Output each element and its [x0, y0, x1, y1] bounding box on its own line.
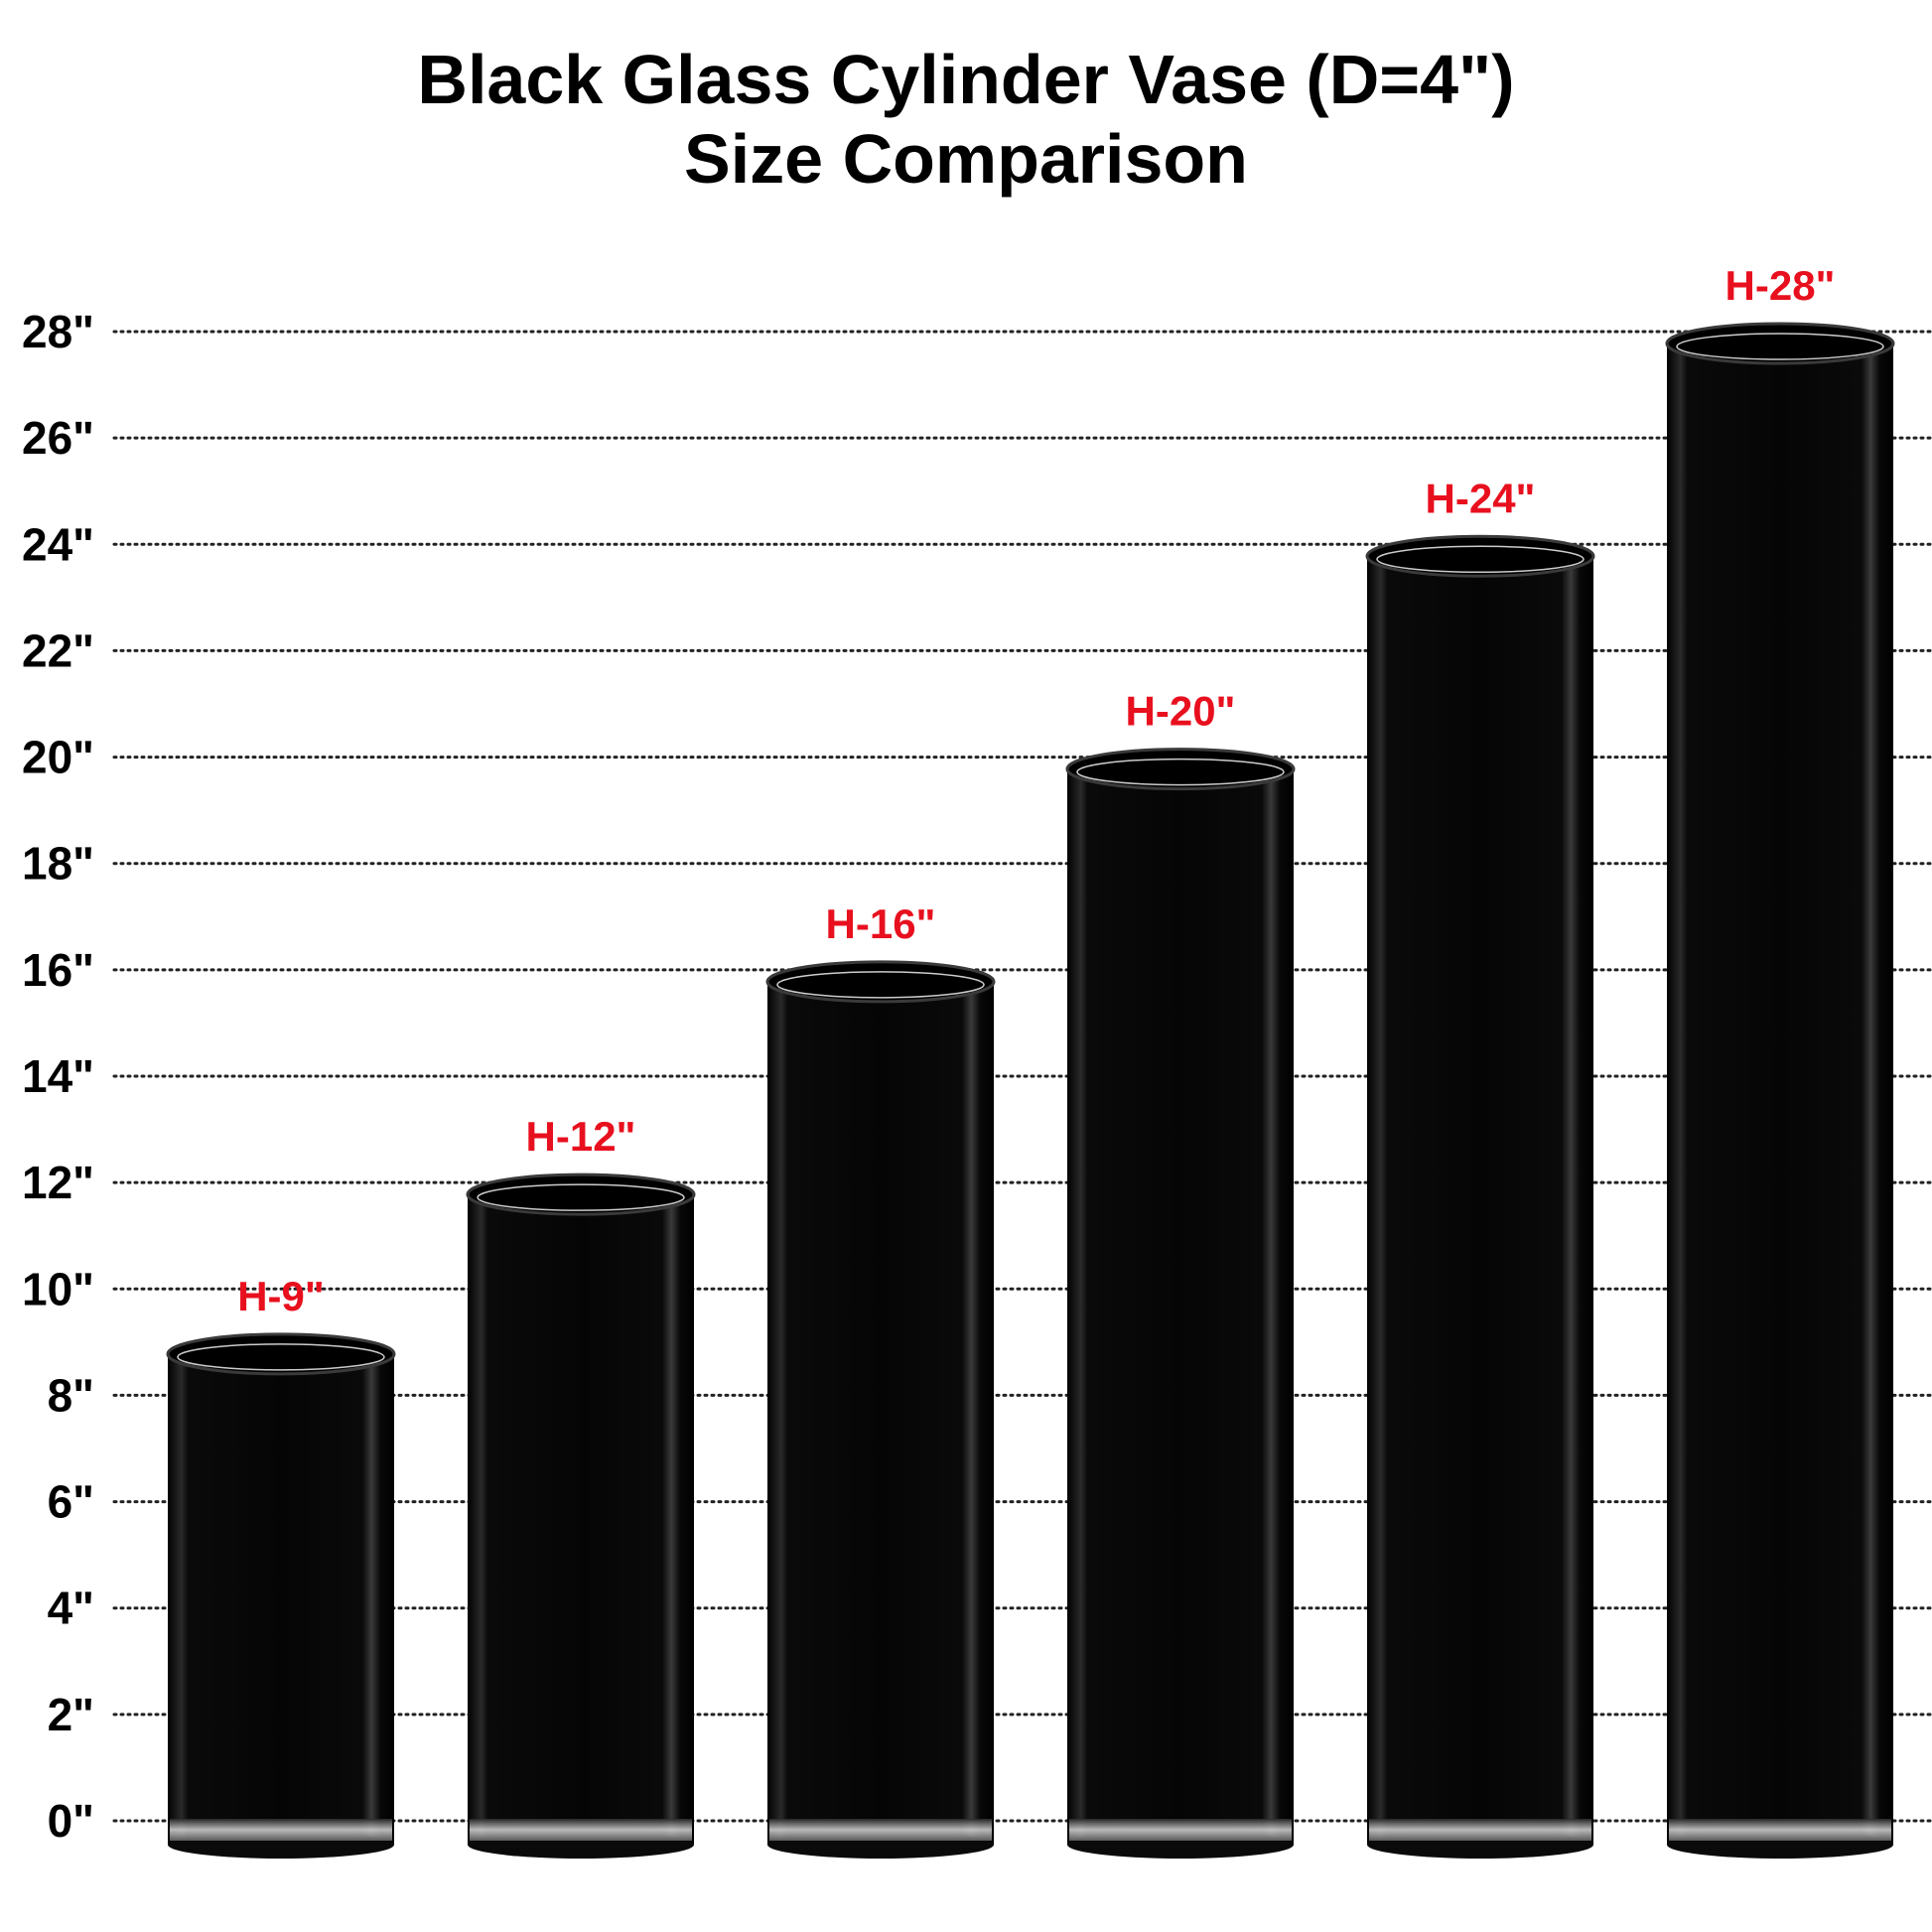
bar-label: H-24" — [1426, 475, 1536, 521]
y-tick-label: 18" — [22, 838, 94, 890]
vase-bar — [1065, 748, 1296, 1859]
vase-rim-inner — [1676, 333, 1884, 360]
bar-label: H-16" — [826, 900, 936, 947]
vase-body — [1667, 344, 1893, 1845]
bar-label: H-9" — [237, 1273, 325, 1319]
vase-bar — [1665, 322, 1895, 1859]
y-tick-label: 4" — [48, 1583, 94, 1634]
vase-rim-inner — [1376, 545, 1585, 574]
y-tick-label: 12" — [22, 1157, 94, 1208]
vase-body — [168, 1353, 394, 1845]
vase-rim-inner — [177, 1343, 385, 1371]
y-tick-label: 28" — [22, 306, 94, 357]
y-tick-label: 16" — [22, 944, 94, 996]
chart-subtitle: Size Comparison — [684, 120, 1248, 198]
y-tick-label: 26" — [22, 412, 94, 464]
vase-base-band — [1669, 1819, 1891, 1841]
vase-base-band — [769, 1819, 992, 1841]
vase-body — [1367, 556, 1593, 1846]
chart-title-line1: Black Glass Cylinder Vase (D=4") — [417, 41, 1515, 118]
bar-label: H-28" — [1725, 262, 1836, 309]
vase-body — [1067, 768, 1294, 1845]
vase-rim-inner — [477, 1183, 685, 1211]
y-tick-label: 2" — [48, 1689, 94, 1740]
vase-rim-inner — [776, 971, 985, 999]
vase-base-band — [170, 1819, 392, 1841]
bar-label: H-20" — [1126, 688, 1236, 735]
vase-base-band — [470, 1819, 692, 1841]
y-tick-label: 22" — [22, 624, 94, 676]
vase-rim-inner — [1076, 758, 1285, 786]
vase-bar — [765, 960, 996, 1859]
y-tick-label: 6" — [48, 1476, 94, 1528]
y-tick-label: 24" — [22, 518, 94, 570]
vase-bar — [166, 1332, 396, 1859]
vase-base-band — [1369, 1819, 1591, 1841]
vase-body — [767, 981, 994, 1845]
chart-title: Black Glass Cylinder Vase (D=4") Size Co… — [0, 40, 1932, 199]
y-tick-label: 8" — [48, 1369, 94, 1421]
vase-bar — [466, 1173, 696, 1859]
y-tick-label: 20" — [22, 732, 94, 783]
bar-label: H-12" — [526, 1113, 636, 1160]
vase-bar — [1365, 534, 1595, 1859]
vase-base-band — [1069, 1819, 1292, 1841]
y-tick-label: 10" — [22, 1263, 94, 1314]
y-tick-label: 0" — [48, 1795, 94, 1847]
vase-body — [468, 1194, 694, 1845]
y-tick-label: 14" — [22, 1050, 94, 1102]
